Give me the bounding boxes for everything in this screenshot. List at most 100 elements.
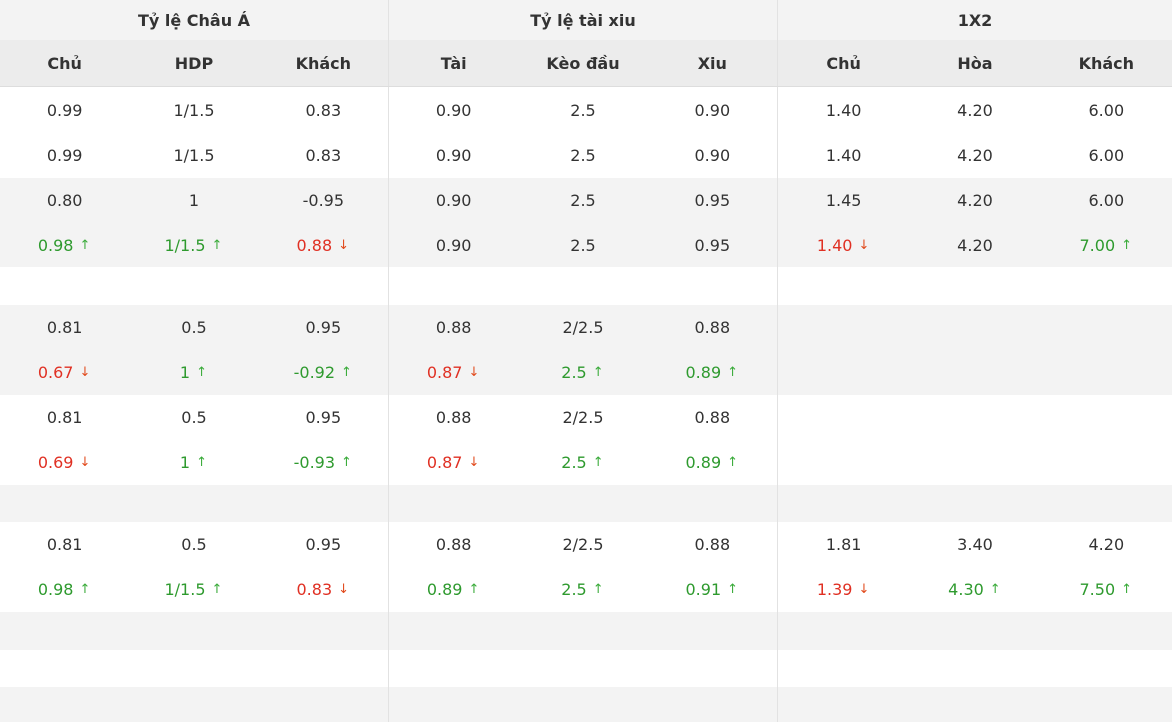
odds-value: 0.95 <box>694 235 731 255</box>
odds-cell-home: 0.69 ↓ <box>0 440 129 485</box>
odds-cell-away-win <box>1041 350 1172 395</box>
onextwo-section <box>778 650 1172 687</box>
odds-cell-under: 0.89 ↑ <box>648 350 777 395</box>
odds-value: 4.20 <box>957 235 993 255</box>
odds-cell-away-win <box>1041 440 1172 485</box>
odds-value: 7.50 <box>1079 580 1116 599</box>
arrow-down-icon: ↓ <box>338 582 350 597</box>
odds-cell-draw <box>909 440 1040 485</box>
odds-cell-handicap: 1 ↑ <box>129 350 258 395</box>
odds-cell-home-win: 1.39 ↓ <box>778 567 909 612</box>
odds-value: 2.5 <box>561 453 587 472</box>
odds-cell-home-win <box>778 395 909 440</box>
overunder-section <box>389 485 778 522</box>
odds-cell-line: 2.5 ↑ <box>518 440 647 485</box>
overunder-section: 0.88 2/2.5 0.88 <box>389 305 778 350</box>
odds-cell-over: 0.90 <box>389 87 518 133</box>
onextwo-section: 1.81 3.40 4.20 <box>778 522 1172 567</box>
arrow-up-icon: ↑ <box>196 455 207 470</box>
asian-section: 0.81 0.5 0.95 <box>0 305 389 350</box>
odds-cell-handicap <box>129 267 258 305</box>
odds-cell-over <box>389 267 518 305</box>
odds-value: 1 <box>188 191 200 210</box>
odds-cell-draw: 4.20 <box>909 178 1040 223</box>
odds-value: 0.90 <box>435 191 472 210</box>
arrow-up-icon: ↑ <box>727 365 739 380</box>
odds-value: 0.90 <box>694 100 731 120</box>
odds-value: 1.45 <box>825 191 862 210</box>
column-header-home-win: Chủ <box>826 53 861 73</box>
odds-value: 0.89 <box>426 580 463 599</box>
column-header-away: Khách <box>295 53 352 73</box>
odds-value: 0.88 <box>694 408 731 427</box>
odds-value: 1/1.5 <box>164 580 206 599</box>
odds-value: 2.5 <box>561 580 587 599</box>
asian-section: 0.69 ↓ 1 ↑ -0.93 ↑ <box>0 440 389 485</box>
odds-cell-line: 2.5 <box>518 87 647 133</box>
overunder-section: 0.87 ↓ 2.5 ↑ 0.89 ↑ <box>389 350 778 395</box>
odds-cell-under: 0.91 ↑ <box>648 567 777 612</box>
onextwo-section: 1.45 4.20 6.00 <box>778 178 1172 223</box>
table-row: 0.99 1/1.5 0.83 0.90 2.5 0.90 1.40 4.20 6.00 <box>0 133 1172 178</box>
group-header-overunder: Tỷ lệ tài xiu <box>389 0 778 40</box>
arrow-up-icon: ↑ <box>727 582 739 597</box>
odds-cell-draw <box>909 267 1040 305</box>
odds-cell-away-win: 7.50 ↑ <box>1041 567 1172 612</box>
odds-value: 0.88 <box>694 318 731 337</box>
odds-cell-over: 0.87 ↓ <box>389 350 518 395</box>
odds-value: 1.40 <box>816 235 853 255</box>
odds-cell-away-win: 6.00 <box>1041 133 1172 178</box>
odds-cell-line <box>518 687 647 722</box>
odds-cell-over: 0.88 <box>389 522 518 567</box>
onextwo-section <box>778 687 1172 722</box>
odds-cell-draw: 4.30 ↑ <box>909 567 1040 612</box>
odds-cell-under <box>648 650 777 687</box>
arrow-down-icon: ↓ <box>338 237 350 253</box>
odds-value: 0.89 <box>685 453 722 472</box>
odds-value: 0.99 <box>46 146 83 165</box>
odds-value: 2/2.5 <box>562 535 604 554</box>
odds-cell-away-win: 4.20 <box>1041 522 1172 567</box>
group-header-asian: Tỷ lệ Châu Á <box>0 0 389 40</box>
odds-cell-away: 0.83 ↓ <box>259 567 388 612</box>
arrow-down-icon: ↓ <box>468 365 480 380</box>
arrow-down-icon: ↓ <box>79 455 91 470</box>
arrow-down-icon: ↓ <box>858 582 870 597</box>
arrow-down-icon: ↓ <box>858 237 870 253</box>
onextwo-section <box>778 267 1172 305</box>
odds-cell-draw <box>909 350 1040 395</box>
odds-cell-home-win <box>778 612 909 650</box>
odds-cell-handicap <box>129 612 258 650</box>
odds-value: 0.87 <box>426 363 463 382</box>
odds-cell-line: 2/2.5 <box>518 522 647 567</box>
odds-cell-away-win <box>1041 305 1172 350</box>
odds-value: 0.99 <box>46 100 83 120</box>
odds-value: 0.98 <box>37 580 74 599</box>
odds-cell-draw <box>909 612 1040 650</box>
odds-cell-away-win: 6.00 <box>1041 87 1172 133</box>
odds-value: 0.69 <box>37 453 74 472</box>
odds-cell-home <box>0 650 129 687</box>
odds-value: 0.83 <box>305 100 342 120</box>
odds-cell-over: 0.88 <box>389 305 518 350</box>
odds-value: 0.81 <box>46 318 83 337</box>
asian-section <box>0 650 389 687</box>
arrow-up-icon: ↑ <box>1121 237 1133 253</box>
odds-value: 0.98 <box>37 235 74 255</box>
odds-cell-under: 0.90 <box>648 87 777 133</box>
odds-cell-line: 2.5 ↑ <box>518 567 647 612</box>
odds-value: 0.89 <box>685 363 722 382</box>
odds-cell-home: 0.99 <box>0 87 129 133</box>
onextwo-section <box>778 395 1172 440</box>
odds-value: 0.95 <box>305 535 342 554</box>
odds-cell-home <box>0 267 129 305</box>
odds-cell-under <box>648 687 777 722</box>
odds-cell-under <box>648 485 777 522</box>
odds-cell-home-win <box>778 305 909 350</box>
overunder-columns: Tài Kèo đầu Xiu <box>389 40 778 86</box>
overunder-section: 0.88 2/2.5 0.88 <box>389 395 778 440</box>
odds-cell-over: 0.90 <box>389 223 518 267</box>
odds-cell-home-win: 1.81 <box>778 522 909 567</box>
odds-cell-away-win: 6.00 <box>1041 178 1172 223</box>
table-row: 0.81 0.5 0.95 0.88 2/2.5 0.88 <box>0 395 1172 440</box>
